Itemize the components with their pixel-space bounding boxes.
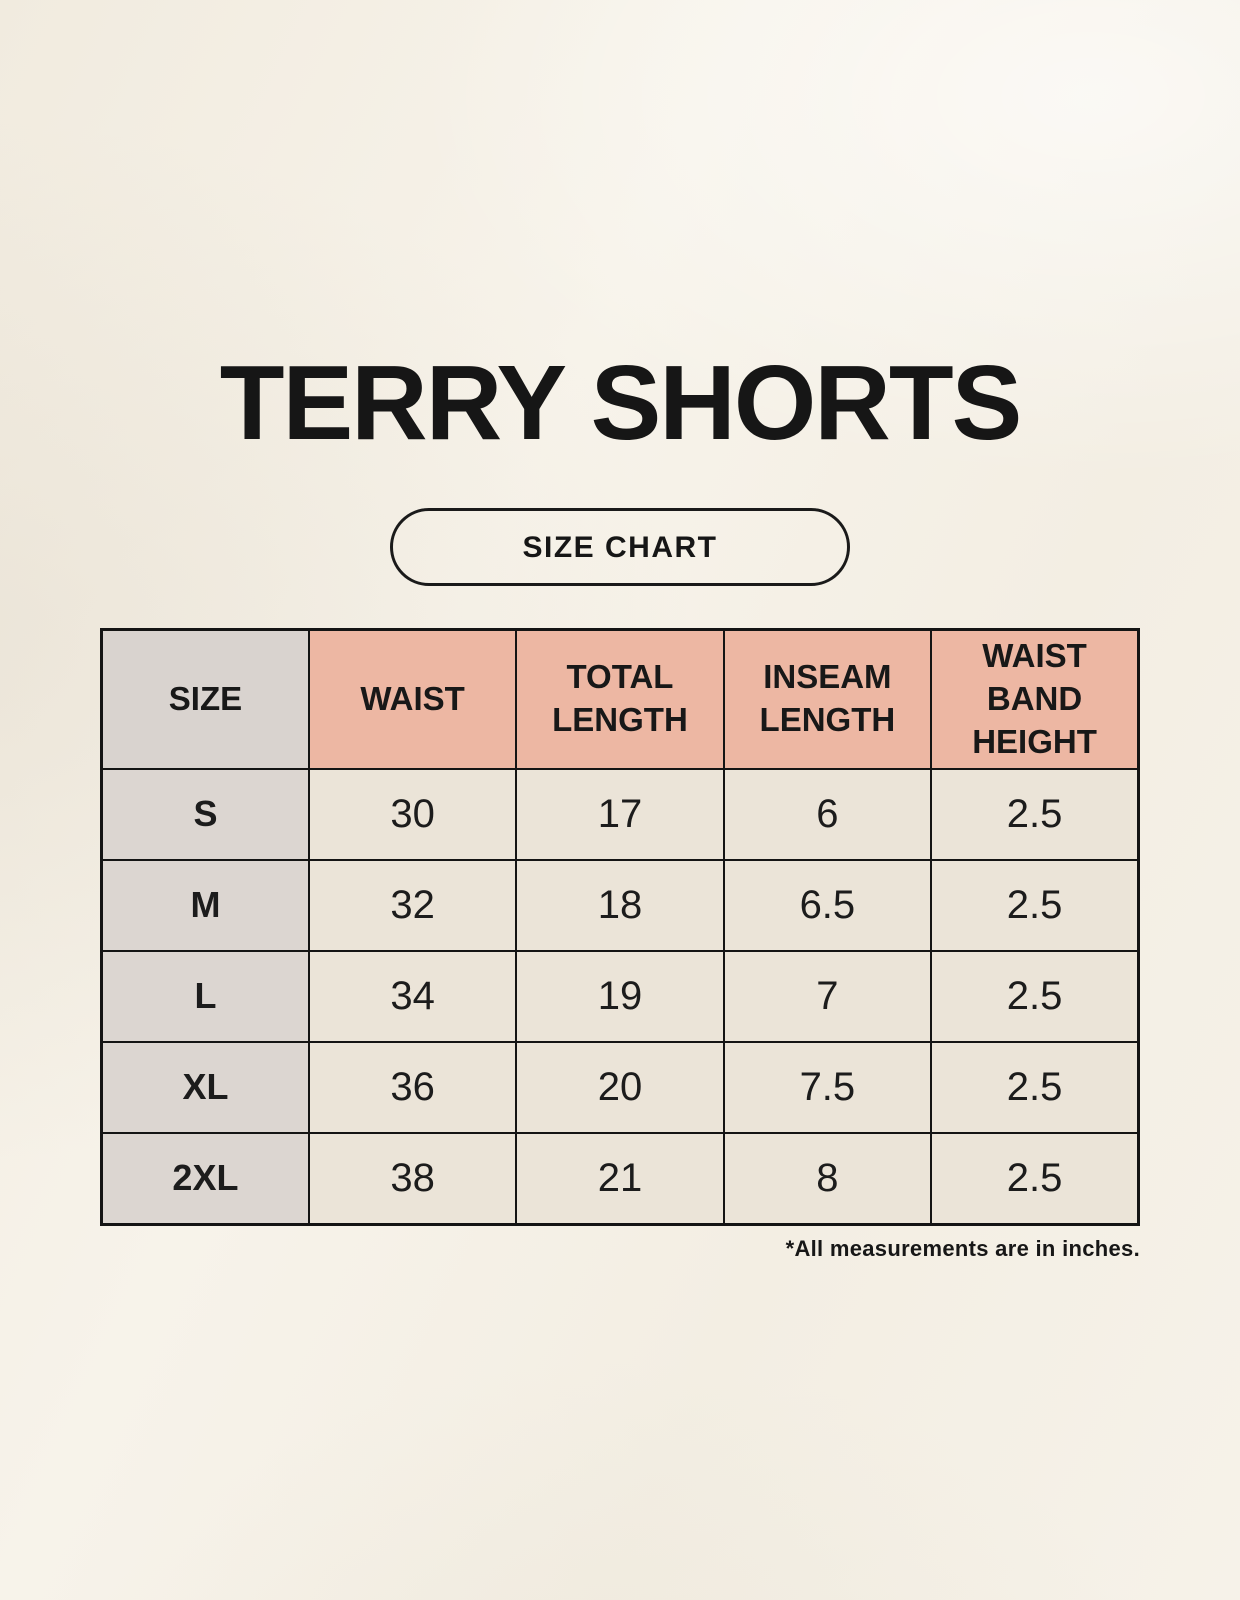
table-row: L 34 19 7 2.5 <box>100 949 1140 1043</box>
inseam-length-value: 7 <box>722 949 933 1043</box>
total-length-value: 17 <box>515 767 725 861</box>
size-label: XL <box>100 1040 310 1134</box>
size-chart-table: SIZE WAIST TOTAL LENGTH INSEAM LENGTH WA… <box>100 628 1140 1226</box>
table-body: S 30 17 6 2.5 M 32 18 6.5 2.5 L 34 19 <box>100 767 1140 1226</box>
table-header: SIZE WAIST TOTAL LENGTH INSEAM LENGTH WA… <box>100 628 1140 770</box>
waist-band-height-value: 2.5 <box>930 858 1140 952</box>
column-header-size: SIZE <box>100 628 310 770</box>
table-row: S 30 17 6 2.5 <box>100 767 1140 861</box>
size-chart-button[interactable]: SIZE CHART <box>390 508 850 586</box>
total-length-value: 18 <box>515 858 725 952</box>
waist-band-height-value: 2.5 <box>930 767 1140 861</box>
total-length-value: 20 <box>515 1040 725 1134</box>
measurements-footnote: *All measurements are in inches. <box>785 1235 1140 1261</box>
size-label: L <box>100 949 310 1043</box>
inseam-length-value: 6 <box>722 767 933 861</box>
waist-value: 36 <box>307 1040 518 1134</box>
size-label: 2XL <box>100 1131 310 1226</box>
column-header-waist-band-height: WAIST BAND HEIGHT <box>930 628 1140 770</box>
waist-value: 38 <box>307 1131 518 1226</box>
table-row: 2XL 38 21 8 2.5 <box>100 1131 1140 1226</box>
waist-value: 30 <box>307 767 518 861</box>
inseam-length-value: 6.5 <box>722 858 933 952</box>
size-label: M <box>100 858 310 952</box>
total-length-value: 21 <box>515 1131 725 1226</box>
button-row: SIZE CHART <box>0 508 1240 586</box>
header-row: SIZE WAIST TOTAL LENGTH INSEAM LENGTH WA… <box>100 628 1140 770</box>
inseam-length-value: 8 <box>722 1131 933 1226</box>
size-table-container: SIZE WAIST TOTAL LENGTH INSEAM LENGTH WA… <box>100 628 1140 1226</box>
inseam-length-value: 7.5 <box>722 1040 933 1134</box>
waist-value: 32 <box>307 858 518 952</box>
column-header-waist: WAIST <box>307 628 518 770</box>
column-header-inseam-length: INSEAM LENGTH <box>722 628 933 770</box>
total-length-value: 19 <box>515 949 725 1043</box>
size-label: S <box>100 767 310 861</box>
column-header-total-length: TOTAL LENGTH <box>515 628 725 770</box>
page-title: TERRY SHORTS <box>219 344 1023 462</box>
waist-band-height-value: 2.5 <box>930 949 1140 1043</box>
table-row: M 32 18 6.5 2.5 <box>100 858 1140 952</box>
waist-band-height-value: 2.5 <box>930 1131 1140 1226</box>
table-row: XL 36 20 7.5 2.5 <box>100 1040 1140 1134</box>
waist-value: 34 <box>307 949 518 1043</box>
waist-band-height-value: 2.5 <box>930 1040 1140 1134</box>
